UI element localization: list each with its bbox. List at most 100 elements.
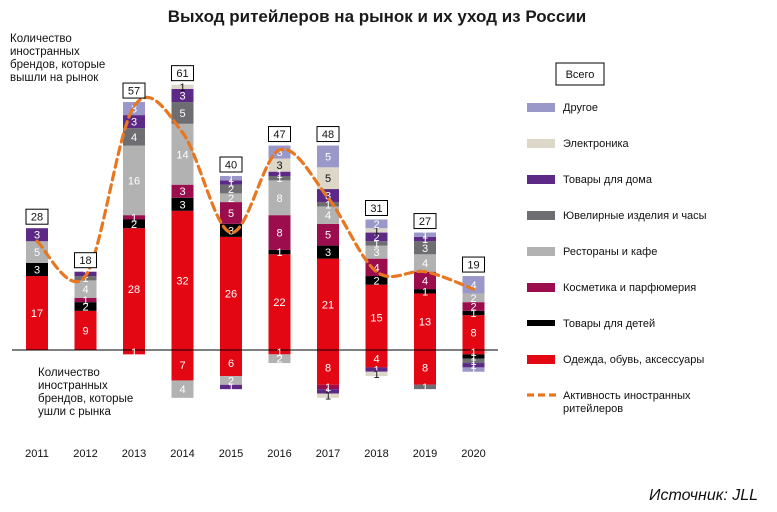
bars-group (26, 84, 485, 398)
label-entered-2011-s0: 17 (31, 308, 43, 320)
bar-exited-2019-s4 (414, 384, 436, 390)
label-entered-2011-s1: 3 (34, 265, 40, 277)
bar-exited-2015-s3 (220, 376, 242, 385)
annotation-entered-line-3: брендов, которые (10, 59, 105, 71)
label-exited-2016-s0: 1 (276, 347, 282, 359)
bar-entered-2016-s2 (268, 215, 291, 250)
bar-entered-2016-s3 (268, 180, 291, 216)
label-entered-2019-s2: 4 (422, 275, 428, 287)
total-label-2014: 61 (176, 68, 188, 80)
label-exited-2020-s0: 1 (470, 347, 476, 359)
label-entered-2018-s2: 4 (373, 262, 379, 274)
bar-entered-2015-s7 (220, 176, 242, 181)
label-entered-2012-s0: 9 (82, 325, 88, 337)
label-entered-2015-s7: 1 (228, 173, 234, 185)
label-entered-2020-s0: 8 (470, 328, 476, 340)
legend-total-label: Всего (566, 69, 595, 81)
label-exited-2015-s3: 2 (228, 375, 234, 387)
bar-exited-2014-s3 (171, 380, 194, 398)
annotation-exited-line-1: Количество (38, 367, 100, 379)
bar-entered-2015-s2 (220, 202, 242, 224)
label-entered-2013-s0: 28 (128, 284, 140, 296)
bar-entered-2014-s0 (171, 210, 194, 350)
label-exited-2017-s2: 1 (325, 382, 331, 394)
label-entered-2017-s4: 1 (325, 199, 331, 211)
bar-entered-2020-s0 (462, 315, 485, 350)
legend-items: Другое Электроника Товары для дома Ювелирны… (527, 102, 707, 415)
legend-label-activity: Активность иностранных ритейлеров (563, 390, 691, 415)
legend-label-s6: Электроника (563, 138, 630, 150)
label-entered-2019-s4: 3 (422, 243, 428, 255)
label-entered-2015-s3: 2 (228, 193, 234, 205)
total-box-2017 (316, 126, 340, 143)
legend-label-s7: Другое (563, 102, 598, 114)
total-box-2019 (413, 213, 437, 230)
bar-entered-2017-s7 (317, 145, 339, 168)
bar-entered-2015-s0 (220, 236, 242, 350)
bar-exited-2014-s0 (171, 350, 194, 381)
x-tick-label-2015: 2015 (219, 448, 243, 460)
bar-entered-2017-s6 (317, 167, 339, 190)
bar-entered-2017-s4 (317, 202, 339, 207)
total-box-2016 (268, 126, 291, 143)
legend-label-s4: Ювелирные изделия и часы (563, 210, 707, 222)
label-entered-2015-s4: 2 (228, 184, 234, 196)
total-box-2012 (74, 252, 97, 269)
label-entered-2019-s0: 13 (419, 317, 431, 329)
bar-entered-2018-s6 (365, 228, 388, 233)
total-box-2018 (365, 200, 388, 216)
activity-line (35, 95, 476, 291)
label-entered-2018-s3: 3 (373, 247, 379, 259)
bar-exited-2017-s0 (317, 350, 339, 385)
bar-exited-2016-s3 (268, 354, 291, 364)
label-entered-2013-s5: 3 (131, 117, 137, 129)
legend-swatch-s0 (527, 355, 555, 364)
bar-entered-2012-s3 (74, 280, 97, 298)
annotation-entered: Количество иностранных брендов, которые … (10, 33, 108, 84)
bar-entered-2020-s3 (462, 293, 485, 303)
bar-entered-2017-s2 (317, 223, 339, 246)
label-entered-2017-s5: 3 (325, 191, 331, 203)
bar-entered-2012-s1 (74, 302, 97, 311)
label-exited-2019-s4: 1 (422, 382, 428, 394)
label-entered-2018-s7: 2 (373, 219, 379, 231)
bar-entered-2013-s1 (123, 219, 145, 229)
bar-entered-2011-s0 (26, 276, 48, 350)
bar-exited-2017-s5 (317, 389, 339, 394)
total-label-2018: 31 (370, 203, 382, 215)
total-label-2013: 57 (128, 86, 140, 98)
legend-swatch-s5 (527, 175, 555, 184)
label-entered-2017-s0: 21 (322, 299, 334, 311)
label-exited-2017-s0: 8 (325, 362, 331, 374)
bar-entered-2014-s6 (171, 84, 194, 89)
label-entered-2016-s6: 3 (276, 160, 282, 172)
label-entered-2016-s5: 1 (276, 169, 282, 181)
total-box-2020 (462, 256, 485, 273)
label-entered-2020-s7: 4 (470, 280, 476, 292)
bar-entered-2014-s2 (171, 184, 194, 198)
label-exited-2018-s0: 4 (373, 354, 379, 366)
x-tick-label-2012: 2012 (73, 448, 97, 460)
bar-exited-2018-s6 (365, 371, 388, 377)
bar-exited-2020-s5 (462, 363, 485, 368)
bar-entered-2016-s7 (268, 145, 291, 159)
total-box-2013 (122, 82, 146, 99)
bar-entered-2012-s0 (74, 310, 97, 350)
bar-entered-2019-s7 (414, 232, 436, 237)
label-exited-2013-s0: 1 (131, 347, 137, 359)
bar-entered-2018-s5 (365, 232, 388, 242)
label-entered-2020-s3: 2 (470, 293, 476, 305)
label-exited-2014-s3: 4 (179, 384, 185, 396)
x-tick-label-2016: 2016 (267, 448, 291, 460)
label-entered-2014-s2: 3 (179, 186, 185, 198)
label-entered-2013-s7: 3 (131, 104, 137, 116)
label-entered-2019-s3: 4 (422, 258, 428, 270)
label-entered-2012-s2: 1 (82, 295, 88, 307)
segment-labels-group: 1735392141128121164333273314453126635222… (31, 82, 477, 403)
label-entered-2017-s6: 5 (325, 173, 331, 185)
bar-entered-2019-s3 (414, 254, 436, 272)
label-entered-2014-s0: 32 (176, 275, 188, 287)
total-label-2019: 27 (419, 216, 431, 228)
